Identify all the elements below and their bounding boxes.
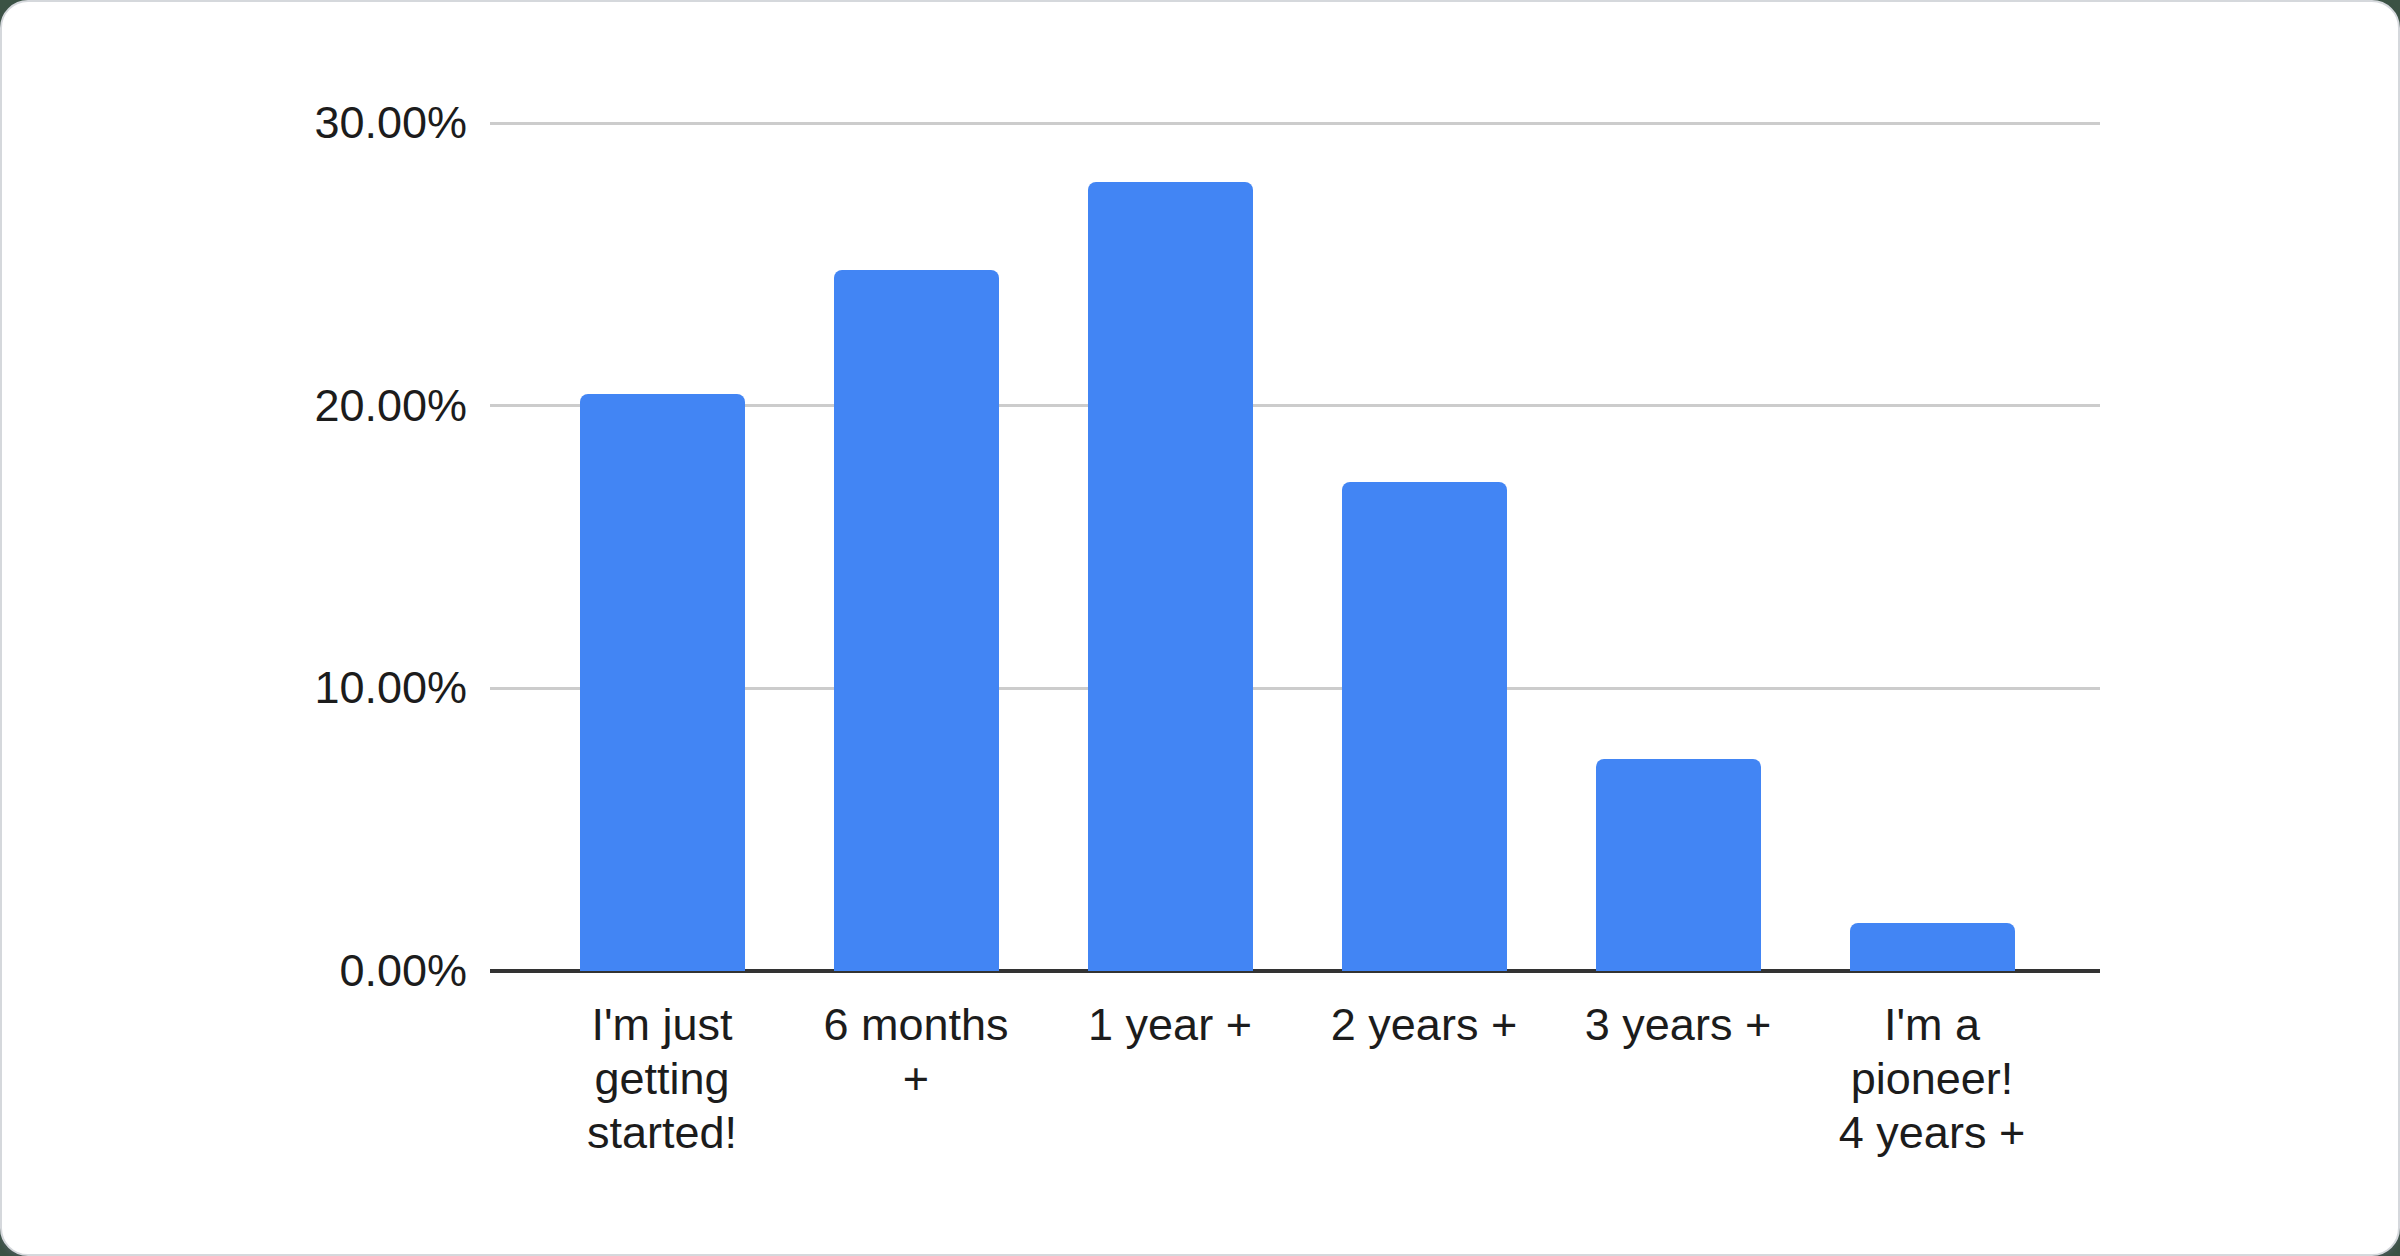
bar-6[interactable] — [1850, 923, 2015, 971]
x-tick-label-line: started! — [502, 1106, 822, 1160]
x-tick-label-6: I'm apioneer!4 years + — [1772, 998, 2092, 1160]
y-tick-label: 10.00% — [147, 661, 467, 715]
y-tick-label: 20.00% — [147, 379, 467, 433]
bar-1[interactable] — [580, 394, 745, 971]
y-tick-label: 0.00% — [147, 944, 467, 998]
y-tick-label: 30.00% — [147, 96, 467, 150]
gridline-30.00% — [490, 122, 2100, 125]
bar-chart: 0.00%10.00%20.00%30.00% I'm justgettings… — [2, 2, 2398, 1254]
x-tick-label-line: 4 years + — [1772, 1106, 2092, 1160]
x-tick-label-line: + — [756, 1052, 1076, 1106]
bar-2[interactable] — [834, 270, 999, 971]
bar-4[interactable] — [1342, 482, 1507, 971]
chart-card: 0.00%10.00%20.00%30.00% I'm justgettings… — [0, 0, 2400, 1256]
bar-3[interactable] — [1088, 182, 1253, 971]
x-tick-label-line: pioneer! — [1772, 1052, 2092, 1106]
x-tick-label-line: I'm a — [1772, 998, 2092, 1052]
bar-5[interactable] — [1596, 759, 1761, 971]
